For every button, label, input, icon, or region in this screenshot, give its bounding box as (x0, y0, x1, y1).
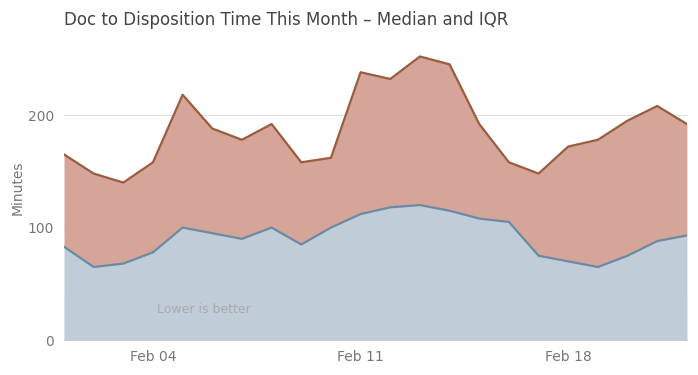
Y-axis label: Minutes: Minutes (11, 161, 25, 216)
Text: Lower is better: Lower is better (158, 303, 251, 316)
Text: Doc to Disposition Time This Month – Median and IQR: Doc to Disposition Time This Month – Med… (64, 11, 508, 29)
